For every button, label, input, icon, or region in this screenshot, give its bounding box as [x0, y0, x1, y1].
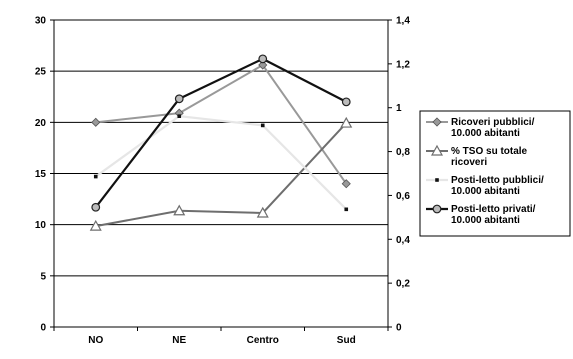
series-lines — [89, 54, 353, 231]
left-y-axis-ticks: 0 5 10 15 20 25 30 — [35, 16, 54, 334]
data-point — [341, 97, 351, 107]
legend-box — [419, 110, 571, 237]
data-point — [258, 60, 268, 70]
legend: Ricoveri pubblici/10.000 abitanti % TSO s… — [419, 110, 571, 237]
right-tick-label: 0,4 — [396, 235, 410, 246]
data-point — [260, 123, 265, 128]
data-point — [173, 204, 186, 216]
legend-swatch-marker — [435, 178, 439, 182]
data-point — [89, 219, 102, 231]
legend-swatch-marker — [430, 144, 444, 156]
legend-label: Ricoveri pubblici/ — [451, 117, 535, 128]
series-line — [95, 122, 347, 228]
left-tick-label: 10 — [35, 220, 47, 231]
legend-swatch-marker — [432, 117, 442, 127]
legend-label: % TSO su totale — [451, 146, 528, 157]
right-tick-label: 0 — [396, 323, 402, 334]
x-tick-label: Centro — [247, 335, 279, 346]
x-tick-label: NE — [172, 335, 186, 346]
data-point — [91, 202, 101, 212]
series-line — [95, 63, 348, 185]
legend-swatch-marker — [432, 204, 442, 214]
data-point — [174, 94, 184, 104]
right-tick-label: 0,8 — [396, 147, 410, 158]
data-point — [93, 174, 98, 179]
x-axis-ticks: NO NE Centro Sud — [53, 327, 389, 346]
legend-label: 10.000 abitanti — [451, 215, 520, 226]
left-tick-label: 20 — [35, 118, 47, 129]
left-tick-label: 0 — [40, 323, 46, 334]
series-line — [94, 57, 347, 208]
legend-label: 10.000 abitanti — [451, 186, 520, 197]
data-point — [341, 179, 351, 189]
legend-label: Posti-letto privati/ — [451, 204, 536, 215]
left-tick-label: 5 — [40, 271, 46, 282]
left-tick-label: 25 — [35, 67, 47, 78]
legend-label: Posti-letto pubblici/ — [451, 175, 544, 186]
right-tick-label: 0,2 — [396, 279, 410, 290]
data-point — [258, 54, 268, 64]
left-tick-label: 15 — [35, 169, 47, 180]
right-y-axis-ticks: 0 0,2 0,4 0,6 0,8 1 1,2 1,4 — [388, 16, 410, 334]
legend-label: ricoveri — [451, 157, 487, 168]
left-tick-label: 30 — [35, 16, 47, 27]
data-point — [256, 206, 269, 218]
x-tick-label: Sud — [337, 335, 356, 346]
data-point — [177, 114, 182, 118]
right-tick-label: 1,4 — [396, 16, 410, 27]
grid-lines — [54, 19, 388, 277]
x-tick-label: NO — [88, 335, 103, 346]
right-tick-label: 0,6 — [396, 191, 410, 202]
legend-label: 10.000 abitanti — [451, 128, 520, 139]
data-point — [91, 117, 101, 127]
series-line — [95, 115, 348, 211]
data-point — [340, 116, 353, 128]
data-point — [344, 207, 349, 212]
right-tick-label: 1,2 — [396, 59, 410, 70]
right-tick-label: 1 — [396, 103, 402, 114]
